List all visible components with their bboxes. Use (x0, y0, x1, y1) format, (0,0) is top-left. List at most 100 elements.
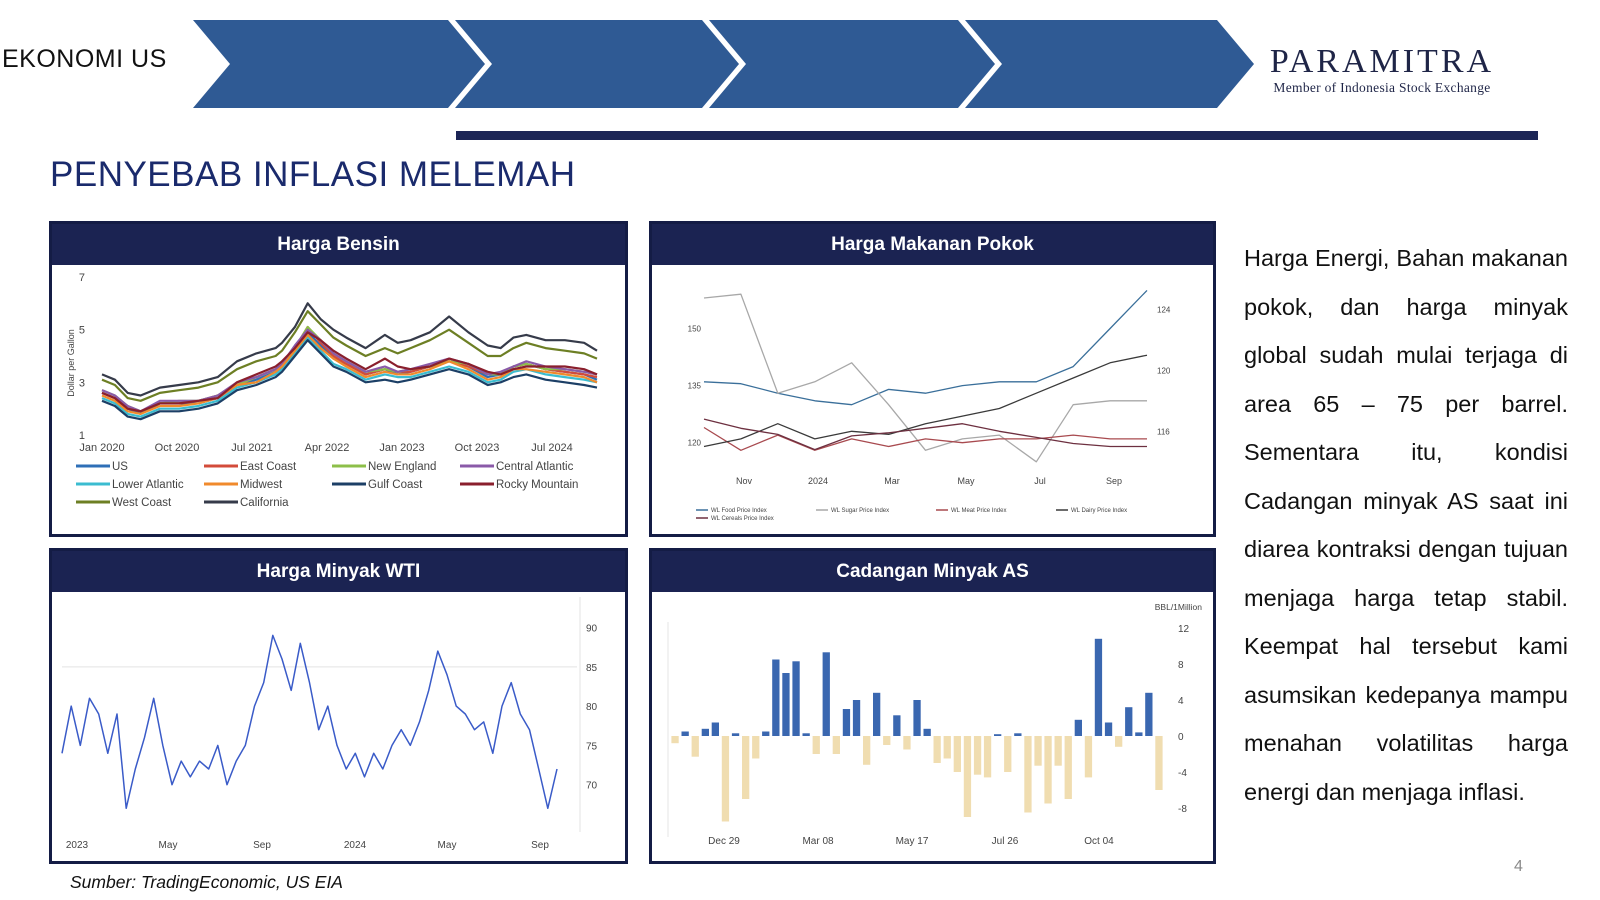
legend-label: WL Meat Price Index (951, 508, 1006, 514)
x-tick-label: May (438, 840, 457, 851)
page-number: 4 (1514, 858, 1523, 875)
bar (863, 736, 871, 765)
panel-harga-minyak-wti: Harga Minyak WTI 90 85 80 75 70 2023 May Sep 202… (49, 548, 628, 864)
series-line-wl-meat-price-index (703, 426, 1147, 451)
y-tick-label: 75 (586, 741, 598, 752)
y-left-tick-label: 135 (688, 382, 702, 391)
series-line-west-coast (101, 310, 598, 402)
brand-logo: PARAMITRA Member of Indonesia Stock Exch… (1262, 44, 1502, 96)
bar (752, 736, 760, 759)
x-tick-label: May (159, 840, 178, 851)
bar (802, 733, 810, 736)
y-tick-label: 80 (586, 702, 598, 713)
panel-header: Cadangan Minyak AS (652, 551, 1213, 592)
unit-label: BBL/1Million (1155, 602, 1203, 612)
bar (953, 736, 961, 772)
bar (1034, 736, 1042, 766)
bar (792, 661, 800, 736)
chevron-banner (193, 20, 1254, 108)
bar (721, 736, 730, 822)
x-tick-label: Mar 08 (802, 836, 834, 847)
x-tick-label: Sep (253, 840, 271, 851)
x-tick-label: May 17 (896, 836, 929, 847)
x-tick-label: Jul 26 (992, 836, 1019, 847)
bar (772, 659, 780, 736)
bar (812, 736, 820, 754)
bar (1135, 732, 1143, 736)
bar (701, 728, 709, 736)
bar (681, 731, 689, 736)
brand-name: PARAMITRA (1269, 43, 1495, 80)
series-line-wti (61, 634, 558, 810)
y-tick-label: 1 (79, 430, 85, 442)
y-left-tick-label: 150 (688, 325, 702, 334)
x-tick-label: Jan 2023 (379, 442, 424, 454)
series-line-central-atlantic (101, 328, 598, 413)
bar (822, 652, 830, 736)
bar (913, 700, 921, 736)
bar (1074, 719, 1082, 736)
bar (842, 709, 851, 736)
bar (1094, 638, 1103, 736)
bar (1115, 736, 1123, 747)
x-tick-label: Jul 2024 (531, 442, 573, 454)
description-text: Harga Energi, Bahan makanan pokok, dan h… (1244, 245, 1568, 805)
bar (1064, 736, 1072, 799)
panel-cadangan-minyak-as: Cadangan Minyak AS BBL/1Million 12 8 4 0 -4 -… (649, 548, 1216, 864)
series-line-california (101, 302, 598, 397)
x-tick-label: May (957, 476, 975, 486)
bar (994, 734, 1002, 736)
panel-header: Harga Makanan Pokok (652, 224, 1213, 265)
series-line-rocky-mountain (101, 331, 598, 413)
x-tick-label: Jul (1034, 476, 1046, 486)
panel-harga-bensin: Harga Bensin Dollar per Gallon 7 5 3 1 Jan … (49, 221, 628, 537)
bar (832, 736, 840, 754)
bar (973, 736, 982, 775)
legend-label: California (240, 497, 289, 509)
legend-label: WL Cereals Price Index (711, 516, 774, 522)
bar (1054, 736, 1062, 766)
panel-header: Harga Minyak WTI (52, 551, 625, 592)
bar (893, 715, 901, 736)
y-tick-label: 0 (1178, 732, 1184, 743)
bar (873, 692, 881, 736)
x-tick-label: Sep (531, 840, 549, 851)
y-tick-label: 70 (586, 781, 598, 792)
x-tick-label: Oct 04 (1084, 836, 1114, 847)
bar (1024, 736, 1032, 813)
legend-label: WL Dairy Price Index (1071, 508, 1127, 514)
series-line-wl-sugar-price-index (703, 293, 1147, 463)
y-right-tick-label: 116 (1157, 427, 1170, 436)
legend-label: New England (368, 461, 436, 473)
y-right-tick-label: 124 (1157, 305, 1171, 314)
bar (1014, 733, 1022, 736)
y-tick-label: -4 (1178, 768, 1187, 779)
legend-label: Rocky Mountain (496, 479, 578, 491)
legend-label: WL Food Price Index (711, 508, 767, 514)
legend-label: WL Sugar Price Index (831, 508, 889, 514)
series-line-wl-dairy-price-index (703, 354, 1148, 448)
bar (1104, 722, 1113, 736)
panel-harga-makanan-pokok: Harga Makanan Pokok 150 135 120 124 120 116 No… (649, 221, 1216, 537)
x-tick-label: Dec 29 (708, 836, 740, 847)
x-tick-label: Apr 2022 (305, 442, 350, 454)
bar (671, 736, 679, 744)
x-tick-label: 2024 (344, 840, 367, 851)
bar (1155, 736, 1163, 790)
y-tick-label: 8 (1178, 660, 1184, 671)
x-tick-label: Nov (736, 476, 753, 486)
brand-subtitle: Member of Indonesia Stock Exchange (1273, 80, 1491, 95)
section-label: EKONOMI US (2, 45, 167, 73)
y-tick-label: 3 (79, 377, 85, 389)
bar (1125, 707, 1133, 736)
y-tick-label: 4 (1178, 696, 1184, 707)
chevron-2 (455, 20, 739, 108)
bar (742, 736, 750, 799)
bar (1084, 736, 1093, 778)
header-rule (456, 131, 1538, 140)
x-tick-label: Oct 2023 (455, 442, 500, 454)
legend-label: Central Atlantic (496, 461, 574, 473)
legend-label: Lower Atlantic (112, 479, 184, 491)
legend-label: East Coast (240, 461, 297, 473)
series-line-wl-cereals-price-index (703, 418, 1147, 451)
